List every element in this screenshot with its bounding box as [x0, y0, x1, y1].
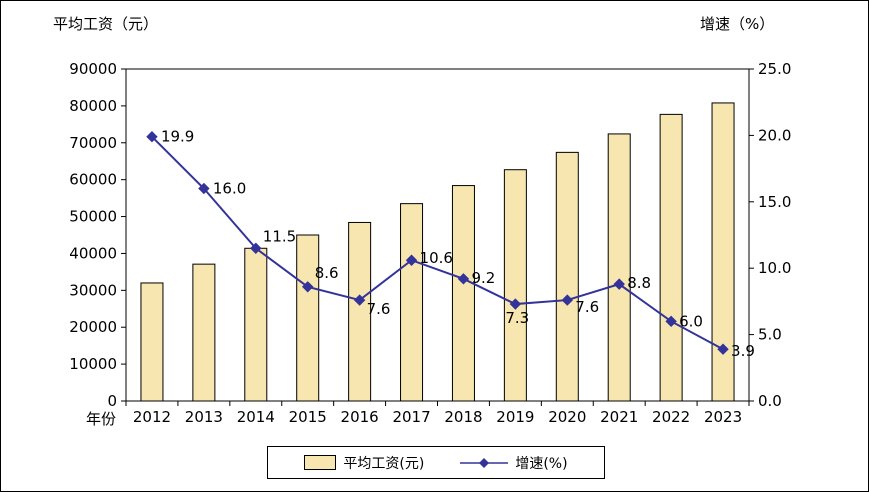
growth-value-label: 7.6: [575, 298, 599, 316]
legend-item-bar: 平均工资(元): [304, 453, 424, 473]
y-left-tick-label: 70000: [69, 134, 117, 152]
x-tick-label: 2023: [704, 408, 742, 426]
growth-value-label: 7.6: [367, 300, 391, 318]
growth-value-label: 11.5: [263, 227, 296, 245]
bar: [451, 185, 475, 402]
line-marker-icon: [198, 182, 210, 195]
bar: [244, 247, 268, 402]
x-tick-label: 2021: [600, 408, 638, 426]
bar: [711, 102, 735, 402]
y-left-tick-label: 90000: [69, 60, 117, 78]
x-tick-label: 2019: [496, 408, 534, 426]
plot-area: [125, 68, 750, 402]
bar: [607, 133, 631, 402]
right-axis-title: 增速（%）: [700, 15, 775, 33]
y-left-tick-label: 80000: [69, 97, 117, 115]
y-right-tick-label: 20.0: [758, 126, 791, 144]
line-marker-icon: [665, 315, 677, 328]
legend-bar-swatch-icon: [304, 455, 337, 470]
bar: [140, 282, 164, 402]
x-tick-label: 2013: [185, 408, 223, 426]
growth-value-label: 19.9: [161, 128, 194, 146]
legend: 平均工资(元) 增速(%): [267, 446, 605, 479]
y-right-tick-label: 10.0: [758, 259, 791, 277]
line-marker-icon: [561, 294, 573, 306]
legend-diamond-marker-icon: [479, 457, 490, 468]
line-marker-icon: [457, 273, 470, 285]
y-left-tick-label: 30000: [69, 281, 117, 299]
y-left-tick-label: 10000: [69, 355, 117, 373]
y-right-tick-label: 0.0: [758, 392, 782, 410]
growth-line: [151, 136, 724, 351]
legend-item-line: 增速(%): [460, 453, 568, 473]
bar: [192, 263, 216, 402]
y-left-tick-label: 40000: [69, 244, 117, 262]
growth-value-label: 10.6: [420, 249, 453, 267]
legend-line-label: 增速(%): [515, 455, 568, 472]
legend-bar-label: 平均工资(元): [343, 455, 425, 472]
growth-value-label: 16.0: [213, 180, 246, 198]
growth-value-label: 8.6: [315, 264, 339, 282]
line-marker-icon: [613, 278, 625, 290]
x-tick-label: 2016: [341, 408, 379, 426]
bar: [503, 169, 527, 402]
bar: [400, 203, 424, 402]
line-marker-icon: [146, 131, 158, 143]
legend-line-swatch-icon: [460, 457, 509, 468]
y-left-tick-label: 0: [107, 392, 117, 410]
line-marker-icon: [250, 242, 262, 254]
growth-value-label: 6.0: [679, 312, 703, 330]
line-marker-icon: [405, 254, 418, 266]
x-tick-label: 2012: [133, 408, 171, 426]
y-left-tick-label: 60000: [69, 171, 117, 189]
bar: [555, 151, 579, 402]
y-left-tick-label: 20000: [69, 318, 117, 336]
line-marker-icon: [302, 281, 314, 293]
left-axis-title: 平均工资（元）: [53, 15, 159, 33]
y-right-tick-label: 25.0: [758, 60, 791, 78]
x-tick-label: 2015: [289, 408, 327, 426]
line-marker-icon: [717, 343, 729, 355]
x-axis-title: 年份: [86, 410, 117, 428]
x-tick-label: 2014: [237, 408, 275, 426]
growth-value-label: 7.3: [505, 309, 529, 327]
growth-value-label: 9.2: [471, 269, 495, 287]
y-right-tick-label: 15.0: [758, 193, 791, 211]
growth-value-label: 8.8: [627, 274, 651, 292]
x-tick-label: 2020: [548, 408, 586, 426]
y-left-tick-label: 50000: [69, 208, 117, 226]
y-right-tick-label: 5.0: [758, 326, 782, 344]
x-tick-label: 2017: [392, 408, 430, 426]
bar: [296, 234, 320, 402]
bar: [659, 113, 683, 402]
x-tick-label: 2022: [652, 408, 690, 426]
line-marker-icon: [353, 294, 366, 306]
bar: [348, 221, 372, 402]
line-marker-icon: [509, 298, 522, 310]
x-tick-label: 2018: [444, 408, 482, 426]
growth-value-label: 3.9: [731, 342, 755, 360]
